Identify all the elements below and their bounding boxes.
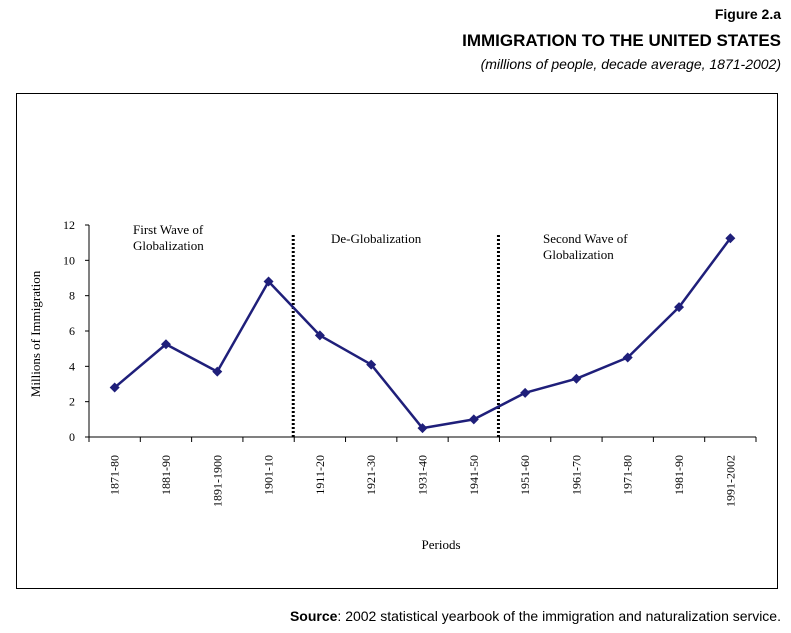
region-annotation: Globalization (543, 247, 614, 262)
figure-label: Figure 2.a (714, 6, 781, 22)
y-axis-title: Millions of Immigration (28, 270, 43, 397)
data-point (725, 233, 736, 244)
data-point (212, 366, 223, 377)
source-label: Source (289, 608, 338, 624)
data-point (520, 387, 531, 398)
source-note: Source: 2002 statistical yearbook of the… (290, 608, 781, 624)
source-text: : 2002 statistical yearbook of the immig… (337, 608, 781, 624)
y-tick-label: 8 (69, 289, 75, 303)
chart-title: IMMIGRATION TO THE UNITED STATES (462, 31, 781, 50)
data-point (571, 373, 582, 384)
x-tick-label: 1931-40 (416, 455, 430, 495)
chart-frame: 0 2 4 6 8 10 12 1871-80 1881-90 1891-1900 1901-10 1… (16, 93, 778, 589)
x-tick-label: 1921-30 (364, 455, 378, 495)
axes: 0 2 4 6 8 10 12 1871-80 1881-90 1891-1900 1901-10 1… (63, 218, 757, 507)
x-axis-title: Periods (422, 537, 461, 552)
region-annotation: First Wave of (133, 222, 204, 237)
region-annotation: Globalization (133, 238, 204, 253)
y-tick-label: 2 (69, 395, 75, 409)
region-annotation: Second Wave of (543, 231, 628, 246)
series-line (113, 237, 732, 430)
y-tick-label: 0 (69, 430, 75, 444)
data-point (417, 423, 428, 434)
chart-subtitle: (millions of people, decade average, 187… (480, 56, 781, 72)
x-tick-label: 1951-60 (518, 455, 532, 495)
x-tick-label: 1971-80 (621, 455, 635, 495)
data-point (366, 359, 377, 370)
y-tick-label: 12 (63, 218, 75, 232)
x-tick-label: 1891-1900 (210, 455, 224, 507)
y-tick-label: 4 (69, 359, 75, 373)
data-point (674, 302, 685, 313)
data-series (109, 233, 736, 434)
x-tick-label: 1981-90 (672, 455, 686, 495)
x-tick-label: 1941-50 (467, 455, 481, 495)
x-tick-label: 1871-80 (108, 455, 122, 495)
line-chart: 0 2 4 6 8 10 12 1871-80 1881-90 1891-1900 1901-10 1… (28, 218, 757, 552)
data-point (263, 276, 274, 287)
x-tick-label: 1881-90 (159, 455, 173, 495)
data-point (622, 352, 633, 363)
x-tick-label: 1991-2002 (723, 455, 737, 507)
data-point (109, 382, 120, 393)
region-annotation: De-Globalization (331, 231, 422, 246)
y-tick-label: 6 (69, 324, 75, 338)
y-tick-label: 10 (63, 253, 75, 267)
x-tick-label: 1901-10 (262, 455, 276, 495)
x-tick-label: 1961-70 (569, 455, 583, 495)
data-point (468, 414, 479, 425)
data-point (314, 330, 325, 341)
data-point (160, 339, 171, 350)
period-dividers (291, 235, 500, 437)
x-tick-label: 1911-20 (313, 455, 327, 495)
